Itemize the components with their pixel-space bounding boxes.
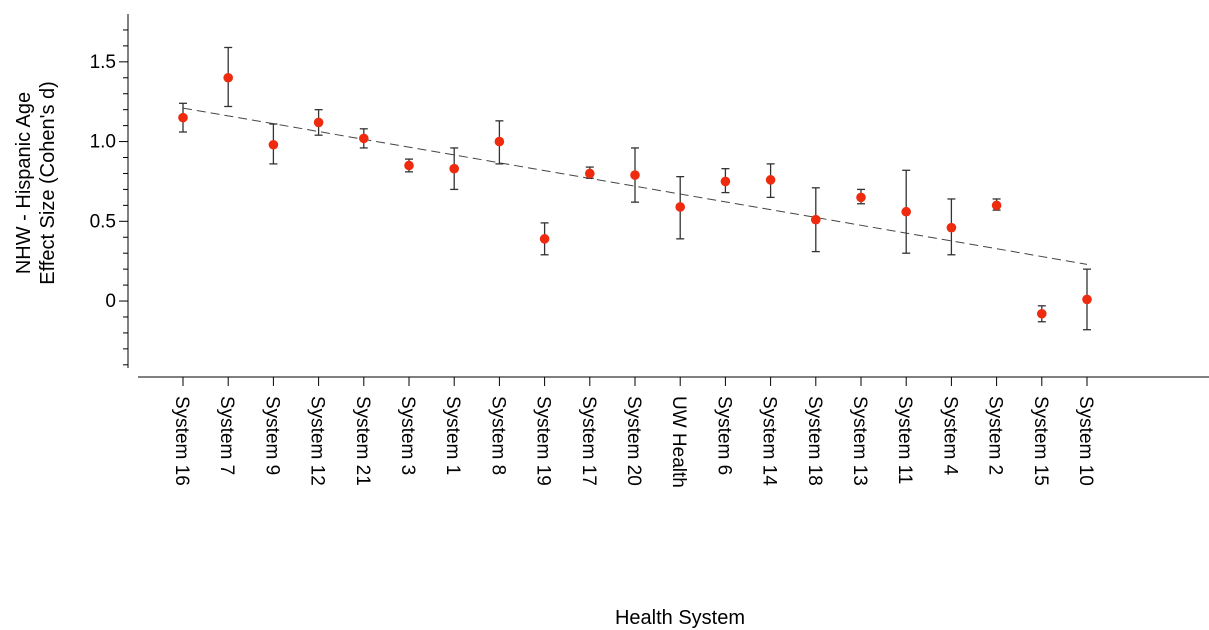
x-tick-label: System 6 [713, 396, 734, 475]
data-point [811, 214, 821, 225]
x-tick-label: System 7 [216, 396, 237, 475]
y-axis-title-line-2: Effect Size (Cohen's d) [37, 81, 59, 285]
x-tick-label: System 15 [1030, 396, 1051, 486]
x-tick-label: System 2 [985, 396, 1006, 475]
x-tick-label: System 20 [623, 396, 644, 486]
data-point [585, 168, 595, 179]
data-point [223, 72, 233, 83]
x-tick-label: System 10 [1075, 396, 1096, 486]
x-tick-label: System 1 [442, 396, 463, 475]
y-tick-label: 0 [105, 291, 116, 312]
x-ticks: System 16 System 7 System 9 System 12 System… [171, 377, 1096, 488]
data-point [404, 160, 414, 171]
data-point [449, 163, 460, 174]
data-point [946, 222, 957, 233]
y-tick-label: 0.5 [90, 211, 116, 232]
data-point [630, 170, 640, 180]
data-point [178, 112, 188, 123]
x-tick-label: System 8 [487, 396, 508, 475]
data-point [675, 202, 685, 212]
data-points [178, 72, 1092, 319]
y-axis-title: NHW - Hispanic Age Effect Size (Cohen's … [13, 81, 59, 285]
x-tick-label: System 11 [894, 396, 915, 484]
x-tick-label: System 16 [171, 396, 192, 486]
data-point [1082, 294, 1092, 305]
data-point [991, 200, 1002, 211]
x-tick-label: System 18 [804, 396, 825, 486]
y-tick-label: 1.0 [90, 132, 116, 153]
axes [127, 14, 1209, 378]
data-point [359, 133, 369, 144]
trend-line [182, 107, 1088, 265]
data-point [720, 176, 731, 187]
x-tick-label: System 19 [533, 396, 554, 486]
x-tick-label: System 13 [849, 396, 870, 486]
x-tick-label: UW Health [668, 396, 689, 488]
x-tick-label: System 14 [759, 396, 780, 486]
x-axis-title: Health System [615, 607, 745, 629]
y-axis-title-line-1: NHW - Hispanic Age [13, 92, 35, 274]
y-tick-label: 1.5 [90, 52, 116, 73]
data-point [268, 139, 279, 150]
x-tick-label: System 9 [261, 396, 282, 475]
data-point [313, 117, 324, 128]
data-point [856, 192, 866, 203]
data-point [765, 175, 776, 185]
data-point [901, 206, 911, 217]
x-tick-label: System 12 [307, 396, 328, 486]
error-bars [179, 46, 1091, 331]
x-tick-label: System 4 [939, 396, 960, 476]
x-tick-label: System 21 [352, 396, 373, 486]
data-point [494, 136, 505, 147]
x-tick-label: System 17 [578, 396, 599, 486]
x-tick-label: System 3 [397, 396, 418, 475]
data-point [539, 234, 550, 244]
y-ticks: 0 0.5 1.0 1.5 [90, 29, 128, 366]
data-point [1037, 308, 1047, 319]
